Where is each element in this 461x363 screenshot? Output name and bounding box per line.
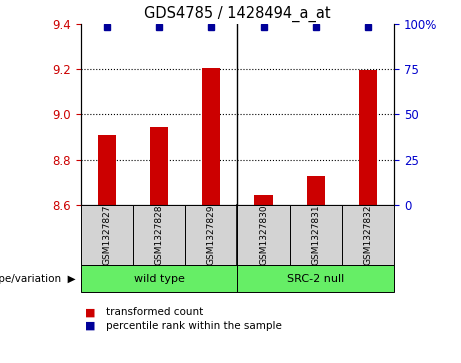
Text: GSM1327828: GSM1327828 [154, 205, 164, 265]
Bar [307, 176, 325, 205]
Text: GSM1327827: GSM1327827 [102, 205, 111, 265]
Text: wild type: wild type [134, 274, 184, 284]
Bar [202, 68, 220, 205]
Bar [254, 195, 272, 205]
Text: GSM1327829: GSM1327829 [207, 205, 216, 265]
Text: percentile rank within the sample: percentile rank within the sample [106, 321, 282, 331]
Text: GSM1327831: GSM1327831 [311, 205, 320, 265]
Text: genotype/variation  ▶: genotype/variation ▶ [0, 274, 76, 284]
Bar [150, 127, 168, 205]
Text: ■: ■ [85, 307, 96, 317]
Text: SRC-2 null: SRC-2 null [287, 274, 344, 284]
Title: GDS4785 / 1428494_a_at: GDS4785 / 1428494_a_at [144, 6, 331, 22]
Text: GSM1327832: GSM1327832 [364, 205, 372, 265]
Text: ■: ■ [85, 321, 96, 331]
Text: GSM1327830: GSM1327830 [259, 205, 268, 265]
Text: transformed count: transformed count [106, 307, 203, 317]
Bar [98, 135, 116, 205]
Bar [359, 70, 377, 205]
